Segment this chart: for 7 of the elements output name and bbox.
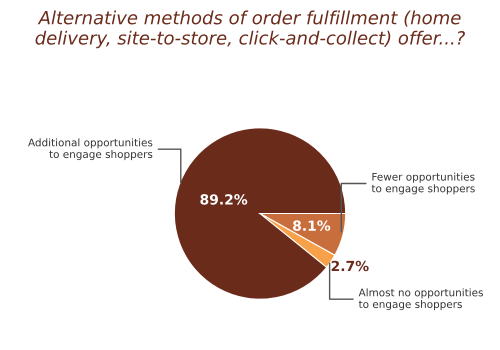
slice-label: Fewer opportunities to engage shoppers — [372, 172, 475, 194]
chart-title: Alternative methods of order fulfillment (home delivery, site-to-store, click-and-collect) offer...? — [36, 10, 465, 48]
slice-label: Almost no opportunities to engage shoppers — [358, 288, 483, 310]
slice-label: Additional opportunities to engage shoppers — [28, 138, 152, 160]
data-label: 89.2% — [200, 194, 248, 205]
data-label: 2.7% — [332, 260, 369, 272]
data-label: 8.1% — [293, 220, 330, 231]
